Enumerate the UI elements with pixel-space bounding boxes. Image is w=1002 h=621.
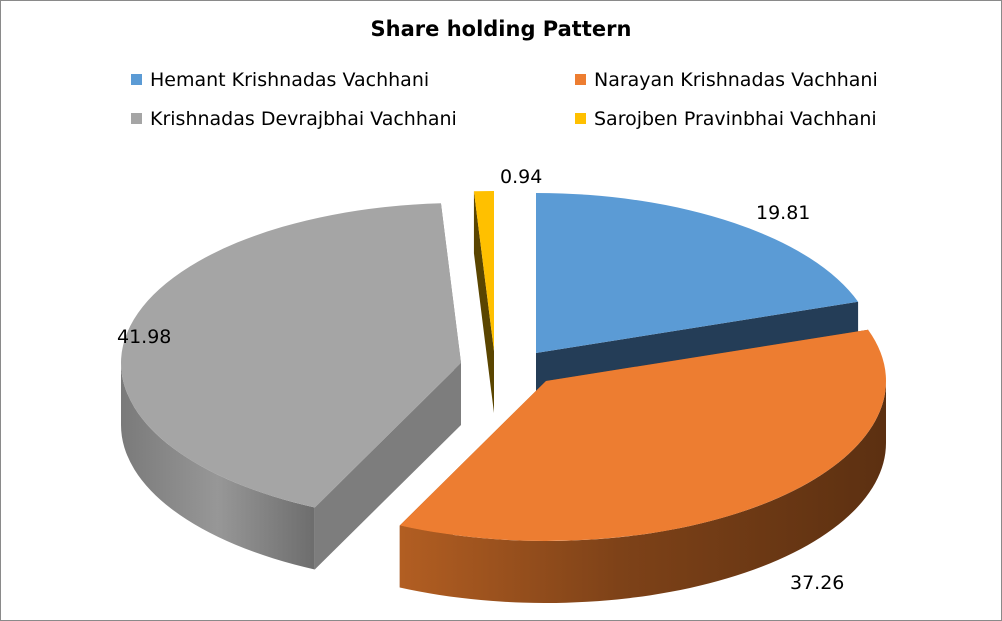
slice-cut-face-krishnadas-0 xyxy=(314,363,461,570)
slice-wall-krishnadas xyxy=(120,363,315,570)
data-label-narayan: 37.26 xyxy=(790,572,844,594)
legend-item-narayan: Narayan Krishnadas Vachhani xyxy=(575,67,931,92)
pie-slice-sarojben xyxy=(473,191,494,413)
slice-cut-face-sarojben-0 xyxy=(473,191,494,413)
legend-swatch-krishnadas xyxy=(131,113,142,124)
legend-item-hemant: Hemant Krishnadas Vachhani xyxy=(131,67,575,92)
data-label-hemant: 19.81 xyxy=(756,202,810,224)
legend: Hemant Krishnadas Vachhani Narayan Krish… xyxy=(131,67,931,131)
data-label-krishnadas: 41.98 xyxy=(117,326,171,348)
slice-top-hemant xyxy=(536,193,859,353)
legend-label-sarojben: Sarojben Pravinbhai Vachhani xyxy=(594,107,877,130)
data-label-sarojben: 0.94 xyxy=(500,166,542,188)
legend-swatch-sarojben xyxy=(575,113,586,124)
legend-label-hemant: Hemant Krishnadas Vachhani xyxy=(150,68,430,91)
legend-swatch-narayan xyxy=(575,74,586,85)
slice-top-sarojben xyxy=(473,191,494,351)
slice-top-narayan xyxy=(399,329,886,542)
slice-wall-narayan xyxy=(399,381,886,603)
pie-slice-narayan xyxy=(399,329,886,603)
slice-top-krishnadas xyxy=(120,203,461,508)
pie-slice-krishnadas xyxy=(120,203,461,570)
legend-swatch-hemant xyxy=(131,74,142,85)
legend-label-narayan: Narayan Krishnadas Vachhani xyxy=(594,68,878,91)
legend-item-sarojben: Sarojben Pravinbhai Vachhani xyxy=(575,106,931,131)
chart-title: Share holding Pattern xyxy=(370,17,632,41)
legend-item-krishnadas: Krishnadas Devrajbhai Vachhani xyxy=(131,106,575,131)
legend-label-krishnadas: Krishnadas Devrajbhai Vachhani xyxy=(150,107,457,130)
